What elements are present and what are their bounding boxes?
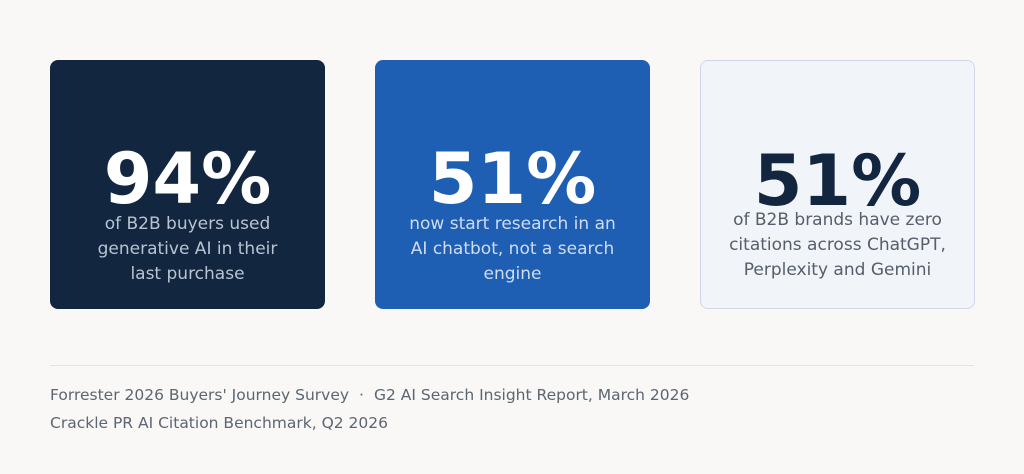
source-crackle: Crackle PR AI Citation Benchmark, Q2 202… (50, 414, 389, 432)
sources-line: Crackle PR AI Citation Benchmark, Q2 202… (50, 414, 388, 432)
stat-description: of B2B buyers used generative AI in thei… (97, 214, 278, 284)
source-separator: · (359, 386, 364, 404)
stat-value: 51% (428, 138, 597, 220)
stat-card-ai-chatbot: 51% now start research in an AI chatbot,… (375, 60, 650, 309)
stat-description: now start research in an AI chatbot, not… (409, 214, 616, 284)
source-forrester: Forrester 2026 Buyers' Journey Survey (50, 386, 350, 404)
stat-value: 51% (753, 140, 922, 222)
sources-line: Forrester 2026 Buyers' Journey Survey · G2… (50, 386, 689, 404)
stat-card-zero-citations: 51% of B2B brands have zero citations ac… (700, 60, 975, 309)
stat-description: of B2B brands have zero citations across… (729, 210, 946, 280)
divider (50, 365, 974, 366)
source-g2: G2 AI Search Insight Report, March 2026 (373, 386, 690, 404)
stat-card-b2b-buyers: 94% of B2B buyers used generative AI in … (50, 60, 325, 309)
stat-value: 94% (103, 138, 272, 220)
